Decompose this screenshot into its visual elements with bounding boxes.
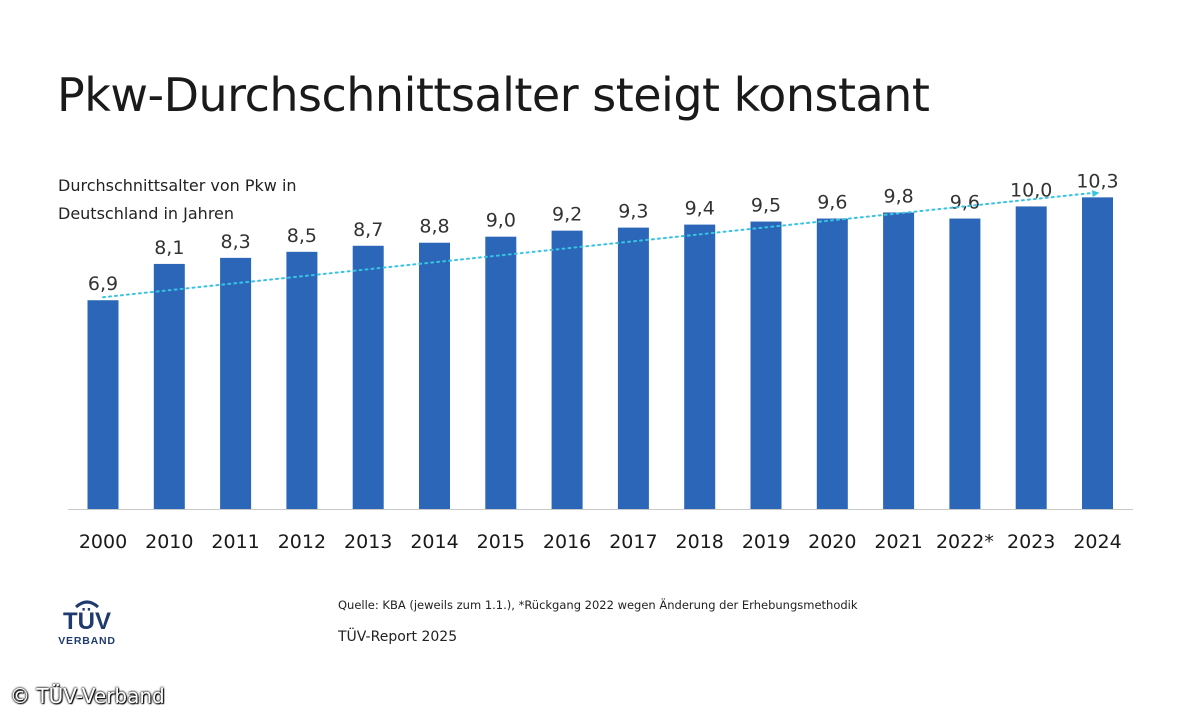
trend-arrow-icon	[1091, 190, 1100, 198]
x-tick-label-2012: 2012	[278, 531, 326, 553]
bar-2018	[684, 224, 716, 510]
value-label-2014: 8,8	[419, 216, 449, 238]
value-label-2021: 9,8	[883, 185, 913, 207]
x-tick-label-2017: 2017	[609, 531, 657, 553]
trend-line	[102, 191, 1095, 299]
chart-subtitle: Durchschnittsalter von Pkw in Deutschlan…	[58, 172, 297, 228]
value-label-2024: 10,3	[1076, 170, 1118, 192]
logo-arc-icon	[74, 600, 100, 609]
bar-2020	[816, 218, 848, 510]
bar-2016	[551, 230, 583, 509]
x-tick-label-2024: 2024	[1073, 531, 1121, 553]
value-label-2013: 8,7	[353, 219, 383, 241]
value-label-2020: 9,6	[817, 192, 847, 214]
value-label-2018: 9,4	[685, 198, 715, 220]
x-tick-label-2013: 2013	[344, 531, 392, 553]
x-tick-label-2014: 2014	[410, 531, 458, 553]
value-label-2015: 9,0	[486, 210, 516, 232]
value-label-2010: 8,1	[154, 237, 184, 259]
x-tick-label-2000: 2000	[79, 531, 127, 553]
copyright-watermark: © TÜV-Verband	[10, 684, 165, 708]
bar-2014	[419, 242, 450, 509]
bar-2023	[1015, 206, 1047, 509]
value-label-2000: 6,9	[88, 273, 118, 295]
x-tick-label-2021: 2021	[874, 531, 922, 553]
value-label-2023: 10,0	[1010, 179, 1052, 201]
chart-title: Pkw-Durchschnittsalter steigt konstant	[57, 68, 930, 122]
bar-2022*	[949, 218, 981, 510]
x-tick-label-2020: 2020	[808, 531, 856, 553]
logo-text-top: TÜV	[63, 608, 111, 635]
bar-2012	[286, 251, 318, 510]
subtitle-line-2: Deutschland in Jahren	[58, 204, 235, 223]
x-tick-label-2011: 2011	[211, 531, 259, 553]
x-tick-label-2016: 2016	[543, 531, 591, 553]
x-tick-label-2015: 2015	[477, 531, 525, 553]
value-label-2011: 8,3	[220, 231, 250, 253]
x-tick-label-2010: 2010	[145, 531, 193, 553]
bar-2000	[87, 300, 119, 509]
bar-2024	[1082, 197, 1113, 509]
subtitle-line-1: Durchschnittsalter von Pkw in	[58, 176, 297, 195]
bar-2015	[485, 236, 517, 509]
report-label: TÜV-Report 2025	[338, 629, 458, 645]
bar-2011	[220, 257, 252, 509]
value-label-2019: 9,5	[751, 195, 781, 217]
bar-2021	[883, 212, 915, 509]
bar-2013	[352, 245, 384, 509]
value-label-2017: 9,3	[618, 201, 648, 223]
value-label-2012: 8,5	[287, 225, 317, 247]
x-tick-label-2023: 2023	[1007, 531, 1055, 553]
source-note: Quelle: KBA (jeweils zum 1.1.), *Rückgan…	[338, 598, 858, 612]
logo-text-bottom: VERBAND	[58, 635, 116, 647]
x-tick-label-2022*: 2022*	[936, 531, 994, 553]
x-tick-label-2019: 2019	[742, 531, 790, 553]
bar-2010	[153, 263, 185, 509]
bar-2019	[750, 221, 782, 510]
value-label-2016: 9,2	[552, 204, 582, 226]
bar-2017	[617, 227, 649, 509]
value-label-2022*: 9,6	[950, 192, 980, 214]
tuev-verband-logo: TÜV VERBAND	[58, 600, 116, 647]
x-tick-label-2018: 2018	[676, 531, 724, 553]
